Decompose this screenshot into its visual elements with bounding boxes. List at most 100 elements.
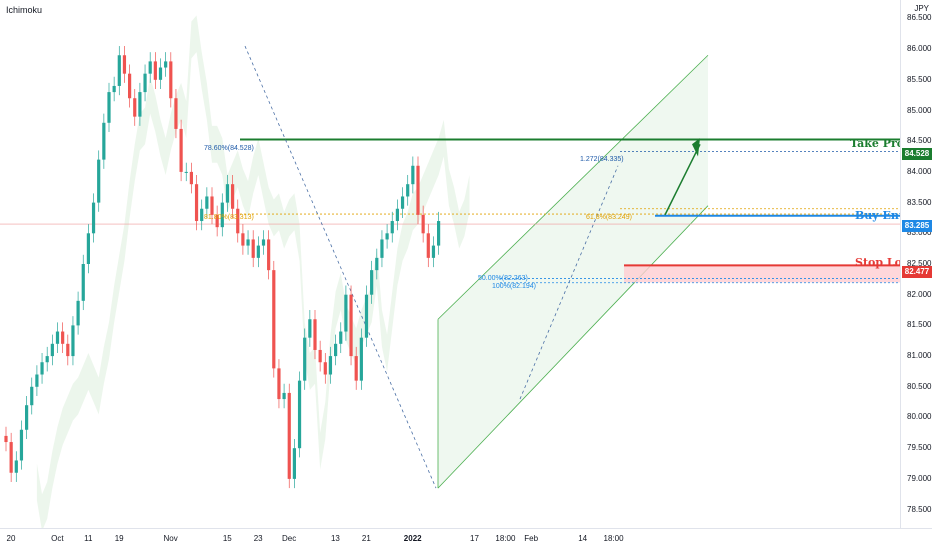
- candle-body: [261, 239, 266, 246]
- candle-body: [128, 73, 132, 99]
- x-tick-label: 13: [330, 534, 340, 543]
- candle-body: [364, 294, 369, 338]
- x-tick-label: 20: [6, 534, 16, 543]
- candle-body: [61, 331, 65, 344]
- symbol-label[interactable]: JPY: [914, 4, 929, 13]
- y-tick-label: 82.500: [907, 259, 932, 268]
- x-tick-label: 18:00: [603, 534, 624, 543]
- x-tick-label: 23: [253, 534, 263, 543]
- x-tick-label: 11: [84, 534, 93, 543]
- y-tick-label: 79.500: [907, 443, 932, 453]
- y-tick-label: 84.000: [907, 166, 932, 176]
- candle-body: [86, 233, 90, 264]
- candle-body: [406, 184, 410, 197]
- candle-body: [231, 184, 235, 209]
- candle-body: [395, 208, 399, 222]
- candle-body: [236, 208, 240, 234]
- x-tick-label: Nov: [163, 534, 178, 543]
- candle-body: [354, 356, 358, 381]
- fib-label-81: 81.80%(83.313): [204, 214, 254, 221]
- candle-body: [375, 257, 379, 271]
- candle-body: [380, 239, 384, 258]
- candle-body: [45, 356, 49, 363]
- buy-entry-price-badge: 83.285: [902, 220, 932, 232]
- y-tick-label: 80.500: [907, 381, 932, 391]
- x-tick-label: Feb: [524, 534, 539, 543]
- candle-body: [210, 196, 214, 215]
- candle-body: [437, 221, 441, 246]
- candle-body: [421, 214, 425, 234]
- indicator-label[interactable]: Ichimoku: [6, 5, 43, 15]
- candle-body: [91, 202, 96, 234]
- candle-body: [117, 55, 121, 86]
- target-arrow-line: [664, 143, 701, 216]
- candle-body: [184, 171, 188, 173]
- time-axis[interactable]: 20 Oct 11 19 Nov 15 23 Dec 13 21 2022 17 18:00 Feb 14 1…: [0, 528, 932, 551]
- candle-body: [215, 214, 219, 228]
- candle-body: [431, 245, 436, 258]
- candle-body: [256, 245, 260, 258]
- candle-body: [189, 171, 193, 185]
- candle-body: [359, 337, 363, 381]
- candle-body: [246, 239, 250, 246]
- candle-body: [4, 435, 8, 443]
- candle-body: [194, 184, 199, 222]
- candle-body: [344, 294, 348, 332]
- candle-body: [19, 429, 24, 461]
- candle-body: [25, 405, 29, 430]
- price-axis[interactable]: JPY 86.500 86.000 85.500 85.000 84.500 84.000…: [900, 0, 932, 528]
- fib-label-78: 78.60%(84.528): [204, 145, 254, 152]
- candle-body: [370, 270, 374, 295]
- chart-canvas[interactable]: [0, 0, 900, 532]
- x-tick-label: 17: [470, 534, 479, 543]
- candle-body: [292, 448, 296, 479]
- y-tick-label: 78.500: [907, 504, 932, 514]
- candle-body: [426, 233, 430, 258]
- candle-body: [400, 196, 405, 209]
- stop-loss-label: Stop Loss: [855, 256, 915, 269]
- candle-body: [297, 380, 302, 449]
- candle-body: [339, 331, 343, 344]
- channel-lower-line: [437, 205, 709, 489]
- candle-body: [385, 233, 389, 240]
- x-tick-label: 19: [114, 534, 124, 543]
- candle-body: [71, 325, 75, 357]
- candle-body: [153, 61, 157, 80]
- candle-body: [334, 343, 338, 357]
- candle-body: [143, 73, 147, 93]
- candle-body: [287, 392, 291, 479]
- candle-body: [241, 233, 245, 246]
- x-tick-label: 18:00: [495, 534, 516, 543]
- x-tick-label: 14: [578, 534, 588, 543]
- candle-body: [66, 343, 70, 357]
- y-tick-label: 84.500: [907, 136, 932, 146]
- y-tick-label: 83.000: [907, 228, 932, 238]
- fib-label-100: 100%(82.194): [492, 283, 536, 290]
- x-tick-label: 21: [361, 534, 371, 543]
- fib-label-1272: 1.272(84.335): [580, 156, 624, 163]
- chart-area[interactable]: Ichimoku Take Profit Buy Entry Stop Loss…: [0, 0, 917, 532]
- candle-body: [303, 337, 307, 381]
- candle-body: [138, 92, 142, 117]
- candle-body: [133, 98, 137, 117]
- candle-body: [220, 202, 224, 228]
- candle-body: [267, 239, 271, 271]
- x-tick-label: 2022: [403, 534, 422, 543]
- x-tick-label: Dec: [281, 534, 297, 543]
- y-tick-label: 79.000: [907, 473, 932, 483]
- candle-body: [313, 319, 317, 350]
- channel-upper-line: [437, 54, 709, 320]
- candle-body: [158, 67, 163, 80]
- fib-label-50: 50.00%(82.263): [478, 275, 528, 282]
- channel-fill: [438, 55, 708, 489]
- y-tick-label: 86.000: [907, 44, 932, 54]
- candle-body: [277, 368, 281, 400]
- candle-body: [81, 264, 85, 301]
- candle-body: [416, 165, 420, 215]
- candle-body: [390, 221, 394, 234]
- fib-label-618: 61.8%(83.249): [586, 214, 632, 221]
- x-tick-label: Oct: [51, 534, 64, 543]
- y-tick-label: 86.500: [907, 13, 932, 23]
- candle-body: [174, 98, 178, 129]
- candle-body: [349, 294, 353, 357]
